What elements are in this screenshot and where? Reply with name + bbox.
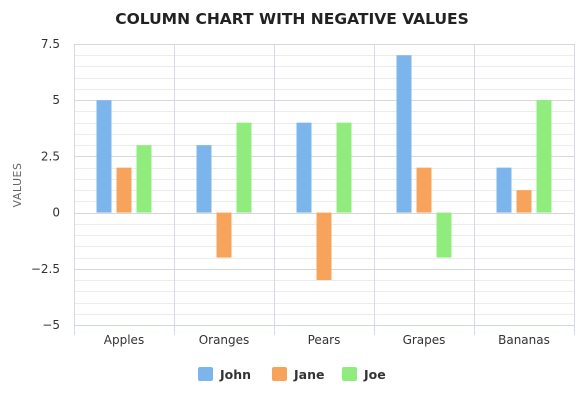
y-tick-label: −5 <box>42 318 60 332</box>
grid <box>74 44 575 335</box>
bar-john-bananas[interactable] <box>496 167 512 213</box>
legend-item-jane[interactable]: Jane <box>272 367 324 382</box>
y-axis-title: VALUES <box>11 163 24 208</box>
y-tick-label: 2.5 <box>41 149 60 163</box>
bar-jane-apples[interactable] <box>116 167 132 213</box>
bar-john-grapes[interactable] <box>396 55 412 213</box>
bar-john-pears[interactable] <box>296 122 312 213</box>
bar-joe-oranges[interactable] <box>236 122 252 213</box>
bar-joe-apples[interactable] <box>136 145 152 213</box>
legend-swatch <box>272 367 287 381</box>
chart-title: COLUMN CHART WITH NEGATIVE VALUES <box>115 10 469 28</box>
legend-swatch <box>198 367 213 381</box>
legend-item-john[interactable]: John <box>198 367 251 382</box>
x-tick-label: Bananas <box>498 333 550 347</box>
bar-jane-grapes[interactable] <box>416 167 432 213</box>
bar-joe-pears[interactable] <box>336 122 352 213</box>
bar-jane-bananas[interactable] <box>516 190 532 213</box>
y-tick-label: 5 <box>52 93 60 107</box>
axes: −5 −2.5 0 2.5 5 7.5 Apples Oranges Pears Grapes Ba… <box>31 37 574 347</box>
y-tick-label: 0 <box>52 206 60 220</box>
bar-jane-oranges[interactable] <box>216 212 232 258</box>
y-tick-label: −2.5 <box>31 262 60 276</box>
bar-john-oranges[interactable] <box>196 145 212 213</box>
bar-joe-bananas[interactable] <box>536 100 552 213</box>
bar-john-apples[interactable] <box>96 100 112 213</box>
x-tick-label: Pears <box>308 333 341 347</box>
legend-item-joe[interactable]: Joe <box>342 367 386 382</box>
legend-swatch <box>342 367 357 381</box>
x-tick-label: Apples <box>104 333 144 347</box>
legend-label: Jane <box>293 367 324 382</box>
bar-joe-grapes[interactable] <box>436 212 452 258</box>
legend-label: John <box>219 367 251 382</box>
bar-jane-pears[interactable] <box>316 212 332 281</box>
y-tick-label: 7.5 <box>41 37 60 51</box>
bars <box>96 55 552 281</box>
x-tick-label: Oranges <box>199 333 250 347</box>
x-tick-label: Grapes <box>403 333 446 347</box>
legend-label: Joe <box>363 367 386 382</box>
legend: John Jane Joe <box>198 367 386 382</box>
